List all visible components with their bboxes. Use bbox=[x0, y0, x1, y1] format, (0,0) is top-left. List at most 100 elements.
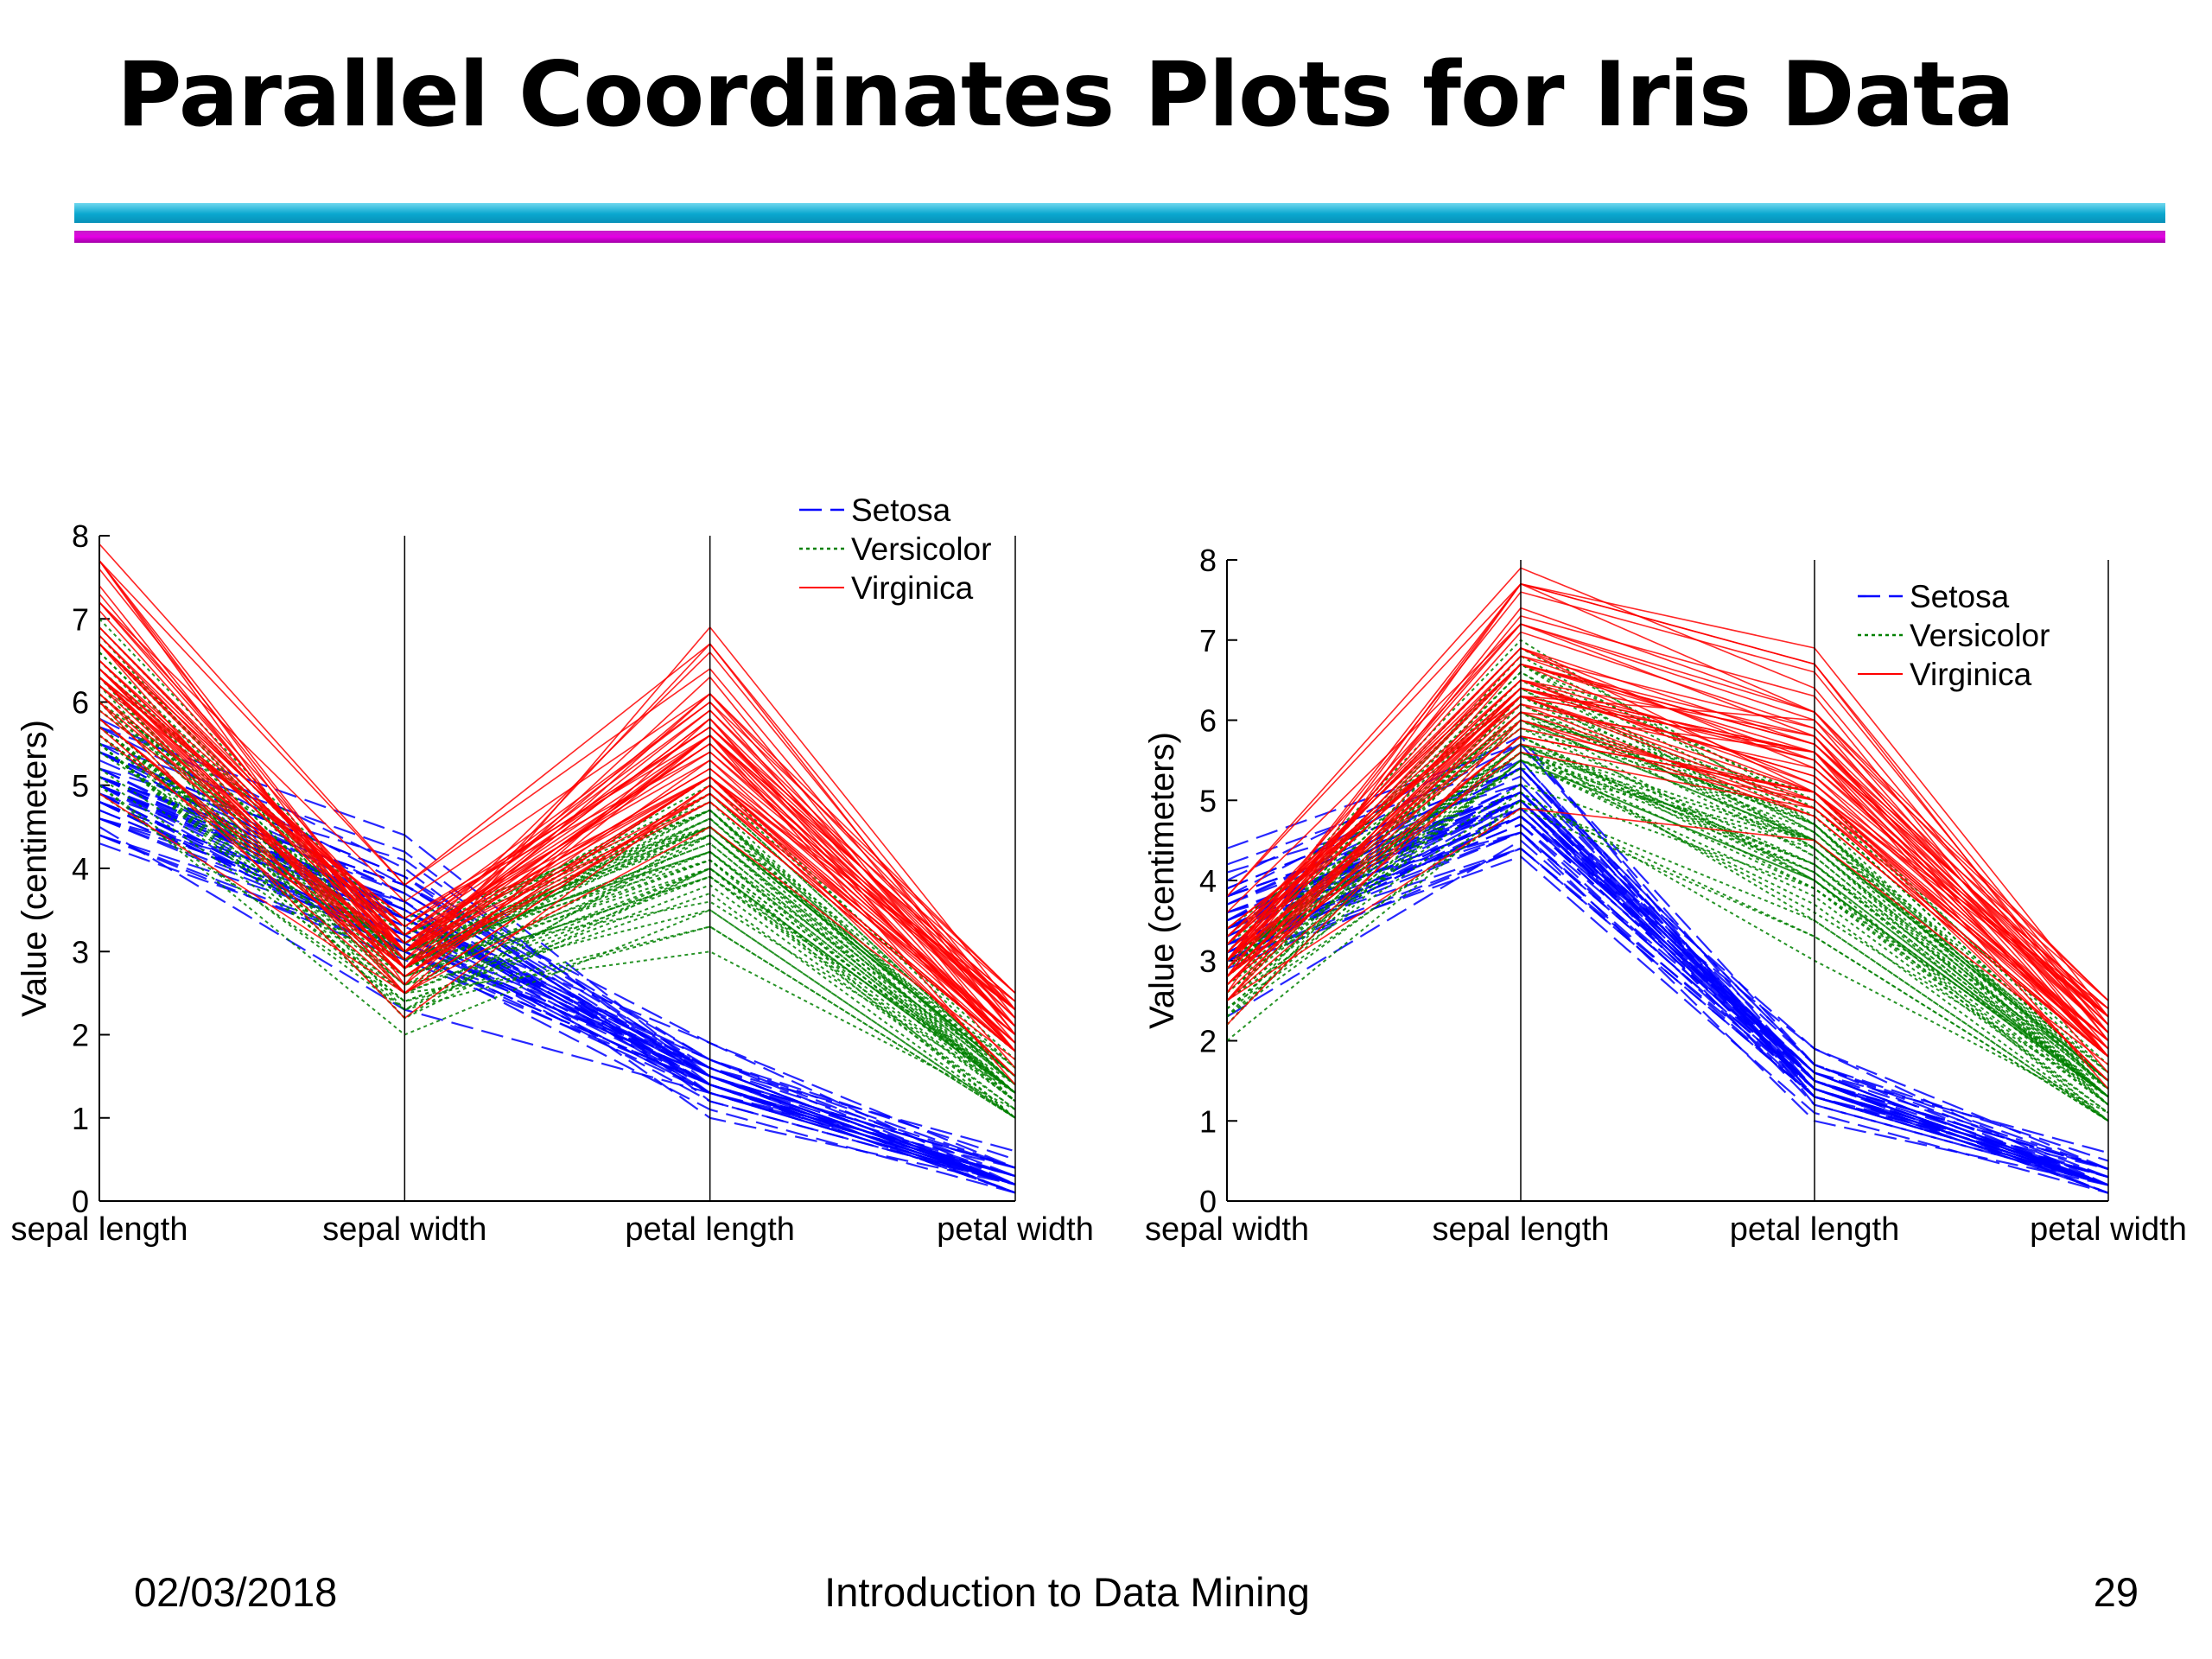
series-line bbox=[1226, 711, 2109, 1106]
series-line bbox=[1226, 759, 2109, 1098]
series-line bbox=[99, 676, 1016, 1069]
series-line bbox=[99, 601, 1016, 994]
series-line bbox=[1226, 807, 2109, 1065]
series-line bbox=[99, 676, 1016, 1077]
y-tick-label: 3 bbox=[72, 934, 89, 969]
footer-date: 02/03/2018 bbox=[134, 1569, 338, 1615]
series-line bbox=[99, 652, 1016, 1086]
series-line bbox=[1226, 663, 2109, 1058]
series-line bbox=[1226, 799, 2109, 1122]
legend-label: Virginica bbox=[851, 570, 974, 606]
series-line bbox=[99, 643, 1016, 1002]
series-line bbox=[99, 676, 1016, 1094]
legend-label: Versicolor bbox=[1910, 618, 2050, 653]
legend-label: Versicolor bbox=[851, 531, 991, 567]
series-line bbox=[99, 734, 1016, 1110]
series-line bbox=[1226, 679, 2109, 1042]
series-line bbox=[1226, 647, 2109, 1033]
legend-label: Setosa bbox=[1910, 579, 2010, 614]
series-line bbox=[1226, 663, 2109, 1018]
x-tick-label: petal length bbox=[1730, 1211, 1900, 1248]
parallel-coordinates-chart-left: 0 1 2 3 4 5 6 7 8 Value (centimeters) sepal length… bbox=[11, 493, 1094, 1248]
series-line bbox=[1226, 663, 2109, 1010]
series-line bbox=[99, 734, 1016, 1094]
y-tick-label: 5 bbox=[72, 768, 89, 804]
y-tick-label: 6 bbox=[1199, 703, 1217, 739]
y-tick-label: 5 bbox=[1199, 783, 1217, 818]
title-rule-magenta bbox=[74, 231, 2165, 243]
series-line bbox=[99, 701, 1016, 1077]
series-line bbox=[99, 718, 1016, 1044]
y-tick-label: 7 bbox=[1199, 623, 1217, 658]
y-tick-label: 8 bbox=[1199, 543, 1217, 578]
title-rule-cyan bbox=[74, 203, 2165, 223]
series-line bbox=[99, 726, 1016, 1119]
series-line bbox=[99, 643, 1016, 995]
series-line bbox=[99, 742, 1016, 1094]
x-tick-label: sepal length bbox=[1433, 1211, 1610, 1248]
series-line bbox=[1226, 663, 2109, 1001]
series-line bbox=[1226, 719, 2109, 1058]
y-tick-label: 0 bbox=[1199, 1184, 1217, 1219]
series-line bbox=[99, 560, 1016, 1019]
series-virginica bbox=[99, 543, 1016, 1085]
series-line bbox=[99, 742, 1016, 1103]
series-line bbox=[1226, 582, 2109, 1018]
series-line bbox=[99, 742, 1016, 1110]
footer-page-number: 29 bbox=[2093, 1569, 2139, 1615]
series-line bbox=[1226, 751, 2109, 1098]
y-tick-label: 1 bbox=[1199, 1103, 1217, 1139]
legend-label: Virginica bbox=[1910, 657, 2032, 692]
y-axis-label: Value (centimeters) bbox=[16, 720, 54, 1017]
series-line bbox=[99, 684, 1016, 1077]
series-line bbox=[1226, 831, 2109, 1186]
x-tick-label: petal width bbox=[937, 1211, 1094, 1248]
footer-course-title: Introduction to Data Mining bbox=[824, 1569, 1310, 1615]
series-line bbox=[1226, 646, 2109, 1082]
series-line bbox=[99, 776, 1016, 1110]
y-tick-label: 4 bbox=[1199, 863, 1217, 899]
series-virginica bbox=[1226, 567, 2109, 1090]
series-line bbox=[99, 792, 1016, 1185]
x-tick-label: petal length bbox=[625, 1211, 795, 1248]
series-line bbox=[99, 742, 1016, 1119]
legend-label: Setosa bbox=[851, 493, 951, 528]
x-tick-label: petal width bbox=[2030, 1211, 2187, 1248]
y-tick-label: 4 bbox=[72, 851, 89, 887]
series-line bbox=[99, 659, 1016, 1036]
x-tick-label: sepal width bbox=[1145, 1211, 1309, 1248]
legend: Setosa Versicolor Virginica bbox=[1858, 579, 2050, 692]
series-line bbox=[1226, 791, 2109, 1114]
series-line bbox=[1226, 623, 2109, 1001]
parallel-coordinates-chart-right: 0 1 2 3 4 5 6 7 8 Value (centimeters) sepal width s… bbox=[1143, 543, 2187, 1248]
series-line bbox=[1226, 751, 2109, 1114]
series-line bbox=[1226, 582, 2109, 1041]
y-tick-label: 7 bbox=[72, 601, 89, 637]
y-tick-label: 0 bbox=[72, 1184, 89, 1219]
series-line bbox=[99, 718, 1016, 1119]
series-line bbox=[1226, 799, 2109, 1122]
series-line bbox=[99, 634, 1016, 1011]
series-line bbox=[1226, 663, 2109, 1090]
series-line bbox=[99, 668, 1016, 1019]
slide-title: Parallel Coordinates Plots for Iris Data bbox=[117, 43, 2015, 147]
y-tick-label: 2 bbox=[1199, 1024, 1217, 1059]
series-line bbox=[1226, 679, 2109, 1042]
series-line bbox=[1226, 743, 2109, 1098]
x-tick-label: sepal width bbox=[322, 1211, 486, 1248]
series-line bbox=[99, 784, 1016, 1119]
series-line bbox=[99, 693, 1016, 1086]
series-line bbox=[1226, 727, 2109, 1058]
series-line bbox=[1226, 759, 2109, 1122]
y-tick-label: 3 bbox=[1199, 944, 1217, 979]
series-line bbox=[1226, 582, 2109, 1018]
series-line bbox=[1226, 847, 2109, 1186]
y-tick-label: 1 bbox=[72, 1101, 89, 1136]
series-line bbox=[1226, 759, 2109, 1114]
y-tick-label: 8 bbox=[72, 518, 89, 554]
y-tick-label: 2 bbox=[72, 1018, 89, 1053]
series-line bbox=[99, 742, 1016, 1094]
y-axis-label: Value (centimeters) bbox=[1143, 732, 1181, 1029]
series-line bbox=[1226, 735, 2109, 1050]
series-line bbox=[99, 709, 1016, 1052]
